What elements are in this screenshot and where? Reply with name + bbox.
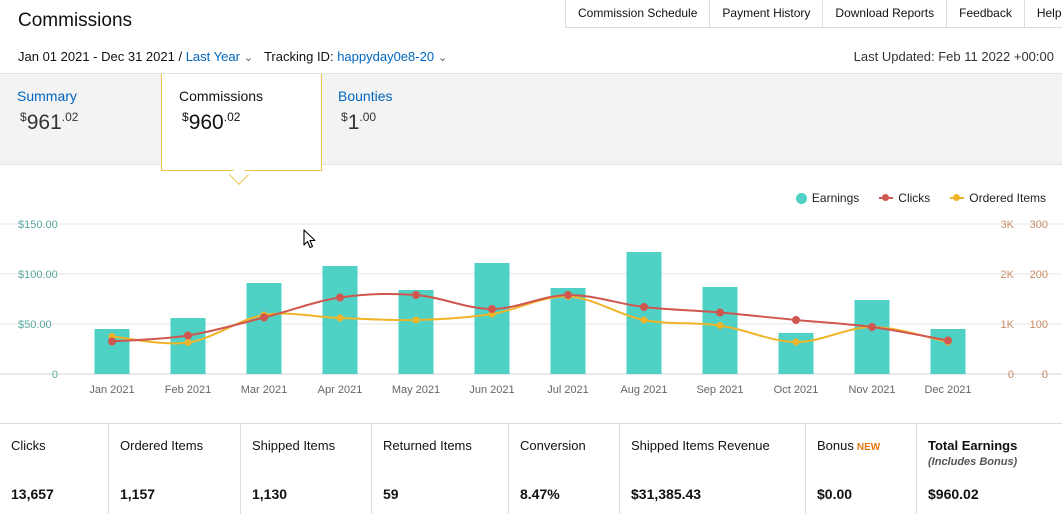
clicks-point (108, 337, 116, 346)
clicks-point (260, 313, 268, 322)
ordered-items-point (716, 322, 724, 329)
y-right-clicks-tick-label: 2K (1001, 269, 1015, 281)
y-right-items-tick-label: 0 (1042, 369, 1048, 381)
legend-clicks[interactable]: Clicks (879, 191, 930, 205)
clicks-point (868, 323, 876, 331)
last-updated: Last Updated: Feb 11 2022 +00:00 (853, 49, 1054, 64)
tab-bounties-amount: $1.00 (341, 110, 377, 134)
page-title: Commissions (18, 10, 133, 31)
ordered-items-point (336, 314, 344, 322)
stats-bar: Clicks 13,657 Ordered Items 1,157 Shippe… (0, 423, 1062, 514)
new-badge: NEW (856, 442, 881, 453)
x-tick-label: May 2021 (392, 384, 440, 396)
legend-ordered-items-swatch (950, 193, 965, 203)
tab-commissions-amount: $960.02 (182, 110, 241, 134)
date-range: Jan 01 2021 - Dec 31 2021 / (18, 49, 183, 64)
tracking-id-dropdown[interactable]: happyday0e8-20 ⌄ (337, 49, 447, 64)
stat-shipped-items: Shipped Items 1,130 (241, 424, 372, 514)
summary-tabs: Summary $961.02 Commissions $960.02 Boun… (0, 73, 1062, 171)
payment-history-link[interactable]: Payment History (710, 0, 824, 27)
x-tick-label: Sep 2021 (696, 384, 743, 396)
y-right-clicks-tick-label: 3K (1001, 219, 1015, 231)
tab-commissions-label: Commissions (179, 88, 264, 104)
ordered-items-point (792, 338, 800, 346)
y-right-clicks-tick-label: 1K (1001, 319, 1015, 331)
mouse-cursor-icon (303, 229, 316, 249)
earnings-bar (930, 329, 966, 374)
clicks-point (336, 293, 344, 302)
earnings-bar (398, 290, 434, 374)
x-tick-label: Oct 2021 (774, 384, 819, 396)
clicks-point (944, 336, 952, 345)
clicks-point (412, 291, 420, 299)
x-tick-label: Mar 2021 (241, 384, 287, 396)
legend-ordered-items[interactable]: Ordered Items (950, 191, 1046, 205)
y-left-tick-label: $150.00 (18, 219, 58, 231)
ordered-items-point (412, 316, 420, 324)
stat-clicks: Clicks 13,657 (0, 424, 109, 514)
ordered-items-point (640, 316, 648, 324)
y-left-tick-label: $100.00 (18, 269, 58, 281)
clicks-point (488, 305, 496, 313)
earnings-bar (626, 252, 662, 374)
y-right-items-tick-label: 100 (1030, 319, 1048, 331)
stat-conversion: Conversion 8.47% (509, 424, 620, 514)
x-tick-label: Feb 2021 (165, 384, 211, 396)
x-tick-label: Nov 2021 (848, 384, 895, 396)
tab-summary[interactable]: Summary $961.02 (0, 74, 162, 166)
earnings-bar (246, 283, 282, 374)
clicks-point (792, 316, 800, 324)
legend-earnings[interactable]: Earnings (795, 191, 859, 205)
tracking-id: happyday0e8-20 (337, 49, 435, 64)
stat-returned-items: Returned Items 59 (372, 424, 509, 514)
tab-commissions[interactable]: Commissions $960.02 (161, 74, 322, 171)
tracking-label: Tracking ID: (263, 49, 334, 64)
clicks-point (564, 291, 572, 299)
x-tick-label: Dec 2021 (924, 384, 971, 396)
legend-clicks-swatch (879, 193, 894, 203)
tab-summary-amount: $961.02 (20, 110, 79, 134)
y-left-tick-label: $50.00 (18, 319, 52, 331)
clicks-point (640, 303, 648, 311)
x-tick-label: Jan 2021 (89, 384, 134, 396)
earnings-bar (474, 263, 510, 374)
y-right-items-tick-label: 300 (1030, 219, 1048, 231)
stat-total-earnings: Total Earnings (Includes Bonus) $960.02 (928, 438, 1018, 502)
ordered-items-line (111, 295, 949, 345)
period-label: Last Year (185, 49, 240, 64)
stat-shipped-items-revenue: Shipped Items Revenue $31,385.43 (620, 424, 806, 514)
ordered-items-point (184, 339, 192, 346)
top-nav: Commission Schedule Payment History Down… (565, 0, 1062, 28)
x-tick-label: Aug 2021 (620, 384, 667, 396)
stat-bonus: Bonus NEW $0.00 (806, 424, 917, 514)
chevron-down-icon: ⌄ (243, 52, 254, 64)
commission-schedule-link[interactable]: Commission Schedule (566, 0, 711, 27)
download-reports-link[interactable]: Download Reports (823, 0, 948, 27)
clicks-point (184, 331, 192, 340)
x-tick-label: Jun 2021 (469, 384, 514, 396)
x-tick-label: Apr 2021 (318, 384, 363, 396)
tab-summary-label: Summary (17, 88, 77, 104)
tab-bounties-label: Bounties (338, 88, 393, 104)
chart-legend: Earnings Clicks Ordered Items (795, 191, 1046, 205)
stat-ordered-items: Ordered Items 1,157 (109, 424, 241, 514)
chevron-down-icon: ⌄ (438, 52, 448, 64)
tab-bounties[interactable]: Bounties $1.00 (321, 74, 481, 166)
earnings-chart: 0 $50.00 $100.00 $150.00 0 1K 2K 3K 0 100 200 300 Ja… (0, 219, 1062, 396)
feedback-link[interactable]: Feedback (947, 0, 1025, 27)
earnings-bar (550, 288, 586, 374)
period-dropdown[interactable]: Last Year ⌄ (186, 49, 253, 64)
y-right-items-tick-label: 200 (1030, 269, 1048, 281)
help-link[interactable]: Help (1025, 0, 1062, 27)
clicks-point (716, 308, 724, 317)
x-tick-label: Jul 2021 (547, 384, 589, 396)
legend-earnings-swatch (795, 192, 807, 204)
earnings-bar (702, 287, 738, 374)
filter-row: Jan 01 2021 - Dec 31 2021 / Last Year ⌄ T… (18, 49, 447, 64)
y-right-clicks-tick-label: 0 (1008, 369, 1014, 381)
clicks-line (111, 292, 949, 343)
y-left-tick-label: 0 (52, 369, 58, 381)
earnings-bar (854, 300, 890, 374)
